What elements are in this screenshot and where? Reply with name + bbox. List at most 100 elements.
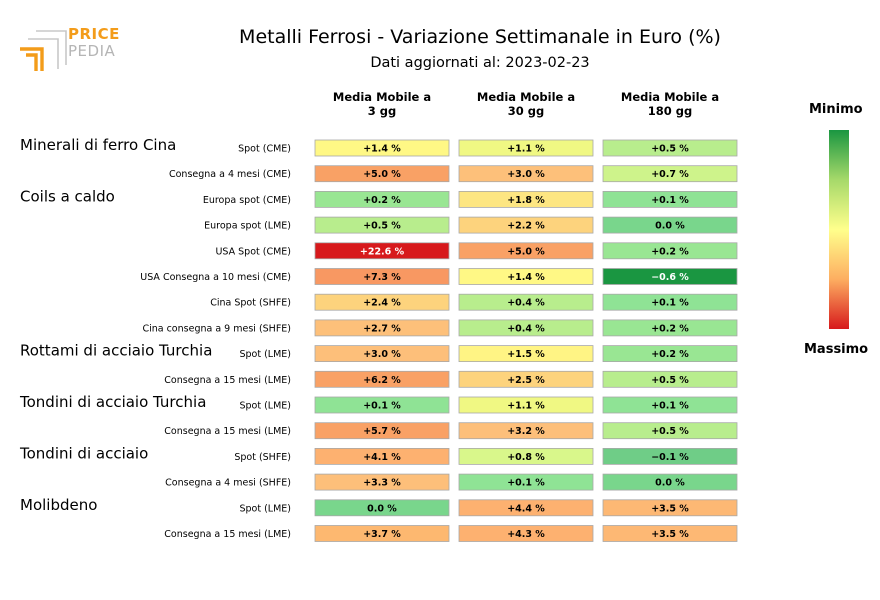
heatmap-cell [314,370,450,388]
cell-value-label: +0.1 % [651,401,689,412]
column-header-180gg: Media Mobile a 180 gg [620,90,720,118]
row-label: USA Spot (CME) [215,246,291,257]
group-label: Rottami di acciaio Turchia [20,342,212,360]
legend-colorbar [829,130,849,329]
heatmap-cell [602,268,738,285]
row-label: Consegna a 4 mesi (SHFE) [165,478,291,489]
heatmap-cell [602,190,738,208]
cell-value-label: +3.2 % [507,426,545,437]
cell-value-label: +3.3 % [363,478,401,489]
column-header-30gg: Media Mobile a 30 gg [476,90,576,118]
heatmap-cell [314,139,450,157]
cell-value-label: +3.5 % [651,503,689,514]
heatmap-cell [602,396,738,414]
column-header-3gg: Media Mobile a 3 gg [332,90,432,118]
heatmap-cell [314,396,450,414]
group-label: Coils a caldo [20,187,115,205]
cell-value-label: +0.2 % [363,195,401,206]
cell-value-label: +1.4 % [363,144,401,155]
heatmap-cell [602,525,738,542]
heatmap-cell [458,370,594,388]
logo-text-price: PRICE [68,25,120,43]
row-label: Consegna a 15 mesi (LME) [164,375,291,386]
cell-value-label: +2.2 % [507,221,545,232]
heatmap-cell [314,345,450,363]
cell-value-label: +0.5 % [651,426,689,437]
cell-value-label: +6.2 % [363,375,401,386]
heatmap-cell [602,242,738,260]
cell-value-label: 0.0 % [367,503,397,514]
cell-value-label: +0.5 % [651,144,689,155]
logo-mark-icon [20,30,67,71]
heatmap-cell [458,139,594,157]
row-label: USA Consegna a 10 mesi (CME) [140,272,291,283]
row-label: Cina Spot (SHFE) [210,298,291,309]
heatmap-cell [458,422,594,440]
cell-value-label: +4.1 % [363,452,401,463]
row-label: Europa spot (CME) [203,195,291,206]
heatmap-cell [602,293,738,311]
heatmap-cell [458,473,594,491]
cell-value-label: +3.5 % [651,529,689,540]
heatmap-cell [458,216,594,234]
cell-value-label: −0.6 % [651,272,689,283]
cell-value-label: +0.2 % [651,246,689,257]
heatmap-cell [602,165,738,183]
heatmap-cell [458,499,594,517]
heatmap-cell [458,525,594,542]
heatmap-cell [458,165,594,183]
cell-value-label: +0.4 % [507,298,545,309]
heatmap-cell [458,190,594,208]
cell-value-label: +0.1 % [363,401,401,412]
heatmap-cell [458,447,594,465]
heatmap-cell [458,319,594,337]
cell-value-label: +0.2 % [651,323,689,334]
heatmap-cell [602,345,738,363]
heatmap-cell [314,216,450,234]
cell-value-label: +7.3 % [363,272,401,283]
heatmap-cell [314,190,450,208]
heatmap-cell [602,499,738,517]
cell-value-label: 0.0 % [655,221,685,232]
heatmap-cell [458,345,594,363]
heatmap-cell [314,242,450,260]
cell-value-label: +1.5 % [507,349,545,360]
cell-value-label: +22.6 % [360,246,405,257]
group-label: Tondini di acciaio [19,444,148,462]
heatmap-cell [458,268,594,285]
legend-max-label: Massimo [804,342,869,357]
heatmap-cell [314,422,450,440]
row-label: Consegna a 15 mesi (LME) [164,426,291,437]
cell-value-label: +4.4 % [507,503,545,514]
cell-value-label: +0.1 % [651,195,689,206]
group-label: Tondini di acciaio Turchia [19,393,206,411]
cell-value-label: −0.1 % [651,452,689,463]
row-label: Consegna a 15 mesi (LME) [164,529,291,540]
logo-text-pedia: PEDIA [68,42,116,60]
heatmap-cell [314,268,450,285]
cell-value-label: +1.4 % [507,272,545,283]
heatmap-cell [314,525,450,542]
cell-value-label: +0.1 % [651,298,689,309]
heatmap-cell [458,396,594,414]
row-label: Europa spot (LME) [204,221,291,232]
cell-value-label: +3.0 % [363,349,401,360]
heatmap-cell [602,473,738,491]
heatmap-cell [458,242,594,260]
group-label: Minerali di ferro Cina [20,136,176,154]
pricepedia-logo: PRICE PEDIA [20,25,130,75]
chart-title: Metalli Ferrosi - Variazione Settimanale… [239,26,721,48]
cell-value-label: +2.5 % [507,375,545,386]
cell-value-label: +0.2 % [651,349,689,360]
cell-value-label: +1.8 % [507,195,545,206]
cell-value-label: +4.3 % [507,529,545,540]
cell-value-label: +0.7 % [651,169,689,180]
cell-value-label: 0.0 % [655,478,685,489]
heatmap-cell [602,447,738,465]
cell-value-label: +1.1 % [507,144,545,155]
cell-value-label: +3.0 % [507,169,545,180]
chart-subtitle: Dati aggiornati al: 2023-02-23 [370,55,590,71]
heatmap-cell [602,319,738,337]
row-label: Spot (SHFE) [234,452,291,463]
cell-value-label: +3.7 % [363,529,401,540]
